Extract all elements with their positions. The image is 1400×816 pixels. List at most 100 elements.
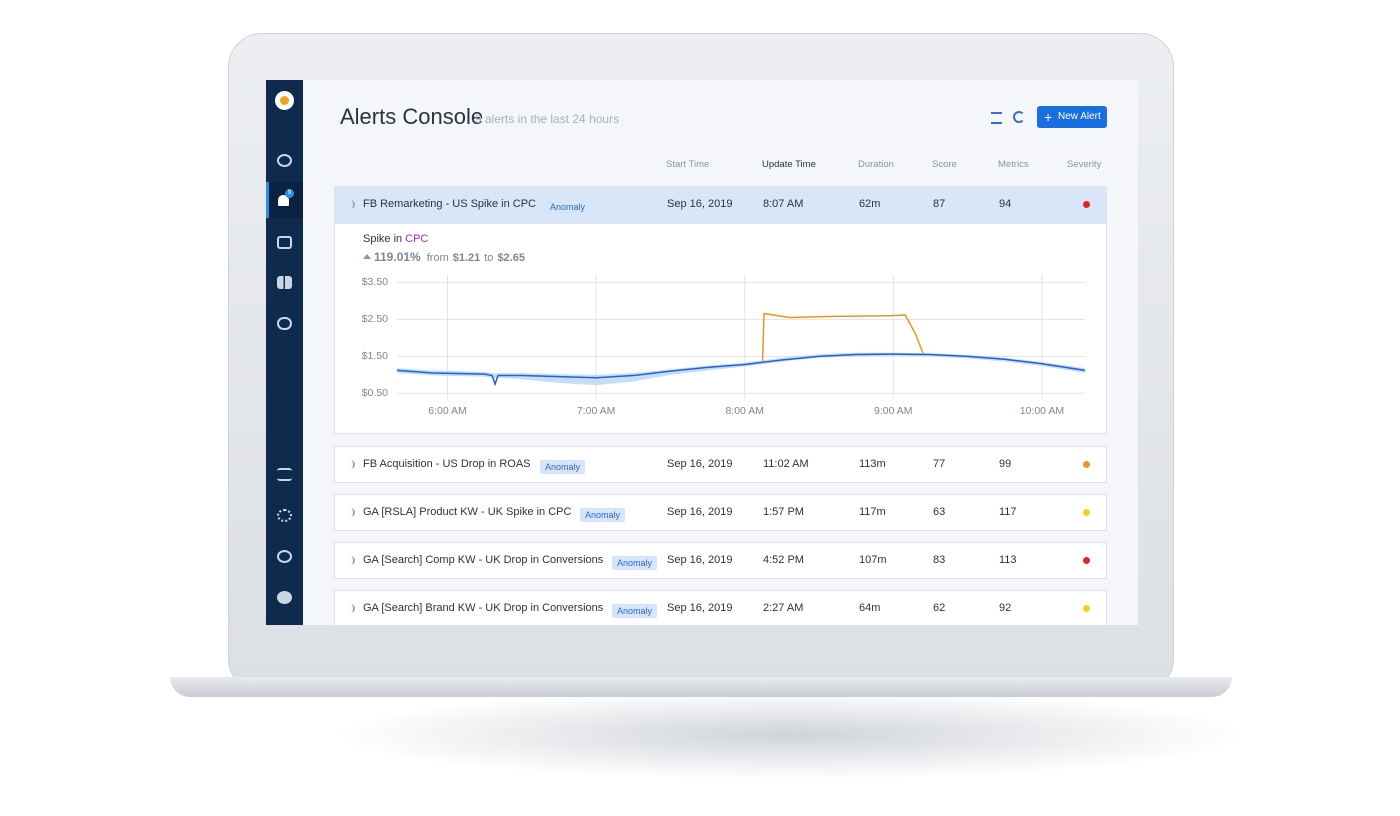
to-word: to bbox=[484, 252, 494, 264]
cell-start: Sep 16, 2019 bbox=[667, 198, 733, 210]
signal-icon bbox=[347, 604, 355, 613]
signal-icon bbox=[347, 556, 355, 565]
explore-icon[interactable] bbox=[277, 154, 292, 167]
cell-start: Sep 16, 2019 bbox=[667, 506, 733, 518]
cell-update: 4:52 PM bbox=[763, 554, 804, 566]
cell-score: 87 bbox=[933, 198, 946, 210]
cell-metrics: 94 bbox=[999, 198, 1012, 210]
detail-metric: CPC bbox=[405, 233, 429, 245]
severity-dot bbox=[1083, 605, 1090, 612]
laptop-shadow bbox=[330, 690, 1250, 780]
signal-icon bbox=[347, 460, 355, 469]
up-arrow bbox=[363, 254, 371, 259]
settings-sliders-icon[interactable] bbox=[277, 468, 292, 481]
x-tick-label: 7:00 AM bbox=[577, 405, 616, 417]
column-header[interactable]: Duration bbox=[858, 159, 894, 170]
laptop-base bbox=[170, 677, 1232, 697]
x-tick-label: 10:00 AM bbox=[1020, 405, 1064, 417]
cell-metrics: 117 bbox=[999, 506, 1017, 518]
column-header[interactable]: Update Time bbox=[762, 159, 816, 170]
change-percent: 119.01% bbox=[374, 250, 421, 264]
cell-duration: 113m bbox=[859, 458, 886, 470]
refresh-button[interactable] bbox=[1013, 111, 1025, 123]
filter-button[interactable] bbox=[991, 112, 1002, 124]
column-header[interactable]: Score bbox=[932, 159, 957, 170]
upload-icon[interactable] bbox=[277, 317, 292, 330]
alert-name: GA [Search] Comp KW - UK Drop in Convers… bbox=[363, 554, 604, 566]
cell-score: 83 bbox=[933, 554, 946, 566]
y-tick-label: $3.50 bbox=[362, 276, 388, 288]
alert-tag: Anomaly bbox=[580, 508, 626, 522]
column-header[interactable]: Severity bbox=[1067, 159, 1102, 170]
severity-dot bbox=[1083, 557, 1090, 564]
alert-name: FB Remarketing - US Spike in CPC bbox=[363, 198, 536, 210]
y-tick-label: $1.50 bbox=[362, 350, 388, 362]
logo bbox=[275, 91, 294, 110]
alert-name: GA [RSLA] Product KW - UK Spike in CPC bbox=[363, 506, 572, 518]
account-icon[interactable] bbox=[277, 591, 292, 604]
column-header[interactable]: Metrics bbox=[998, 159, 1029, 170]
y-tick-label: $0.50 bbox=[362, 387, 388, 399]
detail-prefix: Spike in bbox=[363, 233, 403, 245]
cell-update: 8:07 AM bbox=[763, 198, 804, 210]
screen: 9 Alerts Console 9 alerts in the last 24… bbox=[266, 80, 1138, 625]
page-subtitle: 9 alerts in the last 24 hours bbox=[475, 112, 620, 126]
series-line bbox=[761, 312, 924, 361]
alerts-nav[interactable]: 9 bbox=[266, 182, 303, 218]
y-tick-label: $2.50 bbox=[362, 313, 388, 325]
cell-update: 1:57 PM bbox=[763, 506, 804, 518]
detail-headline: Spike in CPC bbox=[363, 233, 428, 245]
alerts-badge: 9 bbox=[285, 189, 294, 198]
alert-name: GA [Search] Brand KW - UK Drop in Conver… bbox=[363, 602, 604, 614]
cell-duration: 107m bbox=[859, 554, 887, 566]
to-value: $2.65 bbox=[497, 252, 525, 264]
alert-row[interactable]: FB Remarketing - US Spike in CPC Anomaly S… bbox=[334, 186, 1107, 434]
alert-row[interactable]: GA [RSLA] Product KW - UK Spike in CPC An… bbox=[334, 494, 1107, 531]
cell-update: 11:02 AM bbox=[763, 458, 809, 470]
dashboards-icon[interactable] bbox=[277, 276, 292, 289]
cell-score: 77 bbox=[933, 458, 946, 470]
new-alert-button[interactable]: + New Alert bbox=[1037, 106, 1107, 128]
sidebar: 9 bbox=[266, 80, 303, 625]
cell-start: Sep 16, 2019 bbox=[667, 554, 733, 566]
detail-change: 119.01% from $1.21 to $2.65 bbox=[363, 250, 525, 264]
series-line bbox=[396, 353, 1086, 387]
alert-tag: Anomaly bbox=[540, 460, 586, 474]
help-icon[interactable] bbox=[277, 550, 292, 563]
from-word: from bbox=[426, 252, 449, 264]
signal-icon bbox=[347, 508, 355, 517]
x-tick-label: 8:00 AM bbox=[725, 405, 764, 417]
severity-dot bbox=[1083, 509, 1090, 516]
cell-duration: 62m bbox=[859, 198, 881, 210]
cell-start: Sep 16, 2019 bbox=[667, 458, 733, 470]
cell-metrics: 113 bbox=[999, 554, 1017, 566]
cell-metrics: 92 bbox=[999, 602, 1012, 614]
signal-icon bbox=[347, 200, 355, 209]
alert-tag: Anomaly bbox=[612, 604, 658, 618]
x-tick-label: 6:00 AM bbox=[428, 405, 467, 417]
page-title: Alerts Console bbox=[340, 104, 484, 129]
alert-row[interactable]: FB Acquisition - US Drop in ROAS Anomaly S… bbox=[334, 446, 1107, 483]
x-tick-label: 9:00 AM bbox=[874, 405, 913, 417]
severity-dot bbox=[1083, 201, 1090, 208]
cell-start: Sep 16, 2019 bbox=[667, 602, 733, 614]
severity-dot bbox=[1083, 461, 1090, 468]
from-value: $1.21 bbox=[452, 252, 481, 264]
column-header[interactable]: Start Time bbox=[666, 159, 710, 170]
row-highlight bbox=[335, 187, 1106, 224]
cell-metrics: 99 bbox=[999, 458, 1012, 470]
alert-row[interactable]: GA [Search] Brand KW - UK Drop in Conver… bbox=[334, 590, 1107, 625]
metrics-icon[interactable] bbox=[277, 236, 292, 249]
cell-score: 62 bbox=[933, 602, 946, 614]
new-alert-label: New Alert bbox=[1058, 111, 1101, 122]
cell-duration: 64m bbox=[859, 602, 881, 614]
cell-duration: 117m bbox=[859, 506, 886, 518]
alert-name: FB Acquisition - US Drop in ROAS bbox=[363, 458, 531, 470]
settings-icon[interactable] bbox=[277, 509, 292, 522]
alert-row[interactable]: GA [Search] Comp KW - UK Drop in Convers… bbox=[334, 542, 1107, 579]
alert-tag: Anomaly bbox=[545, 200, 591, 214]
alert-tag: Anomaly bbox=[612, 556, 658, 570]
cell-score: 63 bbox=[933, 506, 946, 518]
